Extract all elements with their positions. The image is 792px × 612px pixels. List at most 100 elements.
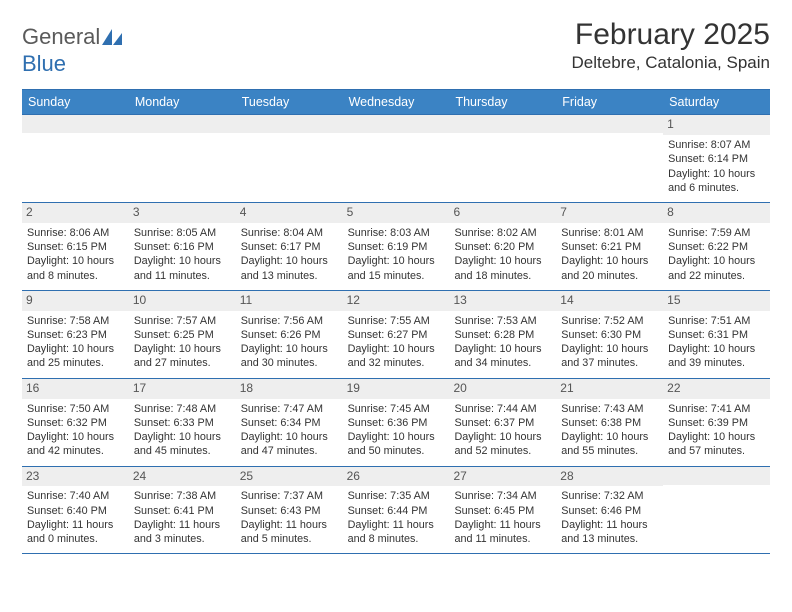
day-cell: 28Sunrise: 7:32 AMSunset: 6:46 PMDayligh… [556, 467, 663, 554]
date-number: 11 [236, 291, 343, 311]
date-number: 21 [556, 379, 663, 399]
day-cell [129, 115, 236, 202]
day-cell [22, 115, 129, 202]
daylight-text: Daylight: 10 hours and 8 minutes. [27, 254, 124, 283]
sunset-text: Sunset: 6:26 PM [241, 328, 338, 342]
daylight-text: Daylight: 11 hours and 8 minutes. [348, 518, 445, 547]
logo: General Blue [22, 18, 124, 77]
daylight-text: Daylight: 10 hours and 47 minutes. [241, 430, 338, 459]
date-number: 3 [129, 203, 236, 223]
sunrise-text: Sunrise: 8:01 AM [561, 226, 658, 240]
day-cell: 7Sunrise: 8:01 AMSunset: 6:21 PMDaylight… [556, 203, 663, 290]
sunset-text: Sunset: 6:28 PM [454, 328, 551, 342]
sunset-text: Sunset: 6:36 PM [348, 416, 445, 430]
sunset-text: Sunset: 6:34 PM [241, 416, 338, 430]
day-cell: 9Sunrise: 7:58 AMSunset: 6:23 PMDaylight… [22, 291, 129, 378]
sunset-text: Sunset: 6:38 PM [561, 416, 658, 430]
day-cell: 25Sunrise: 7:37 AMSunset: 6:43 PMDayligh… [236, 467, 343, 554]
date-number: 14 [556, 291, 663, 311]
day-cell: 6Sunrise: 8:02 AMSunset: 6:20 PMDaylight… [449, 203, 556, 290]
sunset-text: Sunset: 6:27 PM [348, 328, 445, 342]
daylight-text: Daylight: 10 hours and 52 minutes. [454, 430, 551, 459]
sunrise-text: Sunrise: 7:55 AM [348, 314, 445, 328]
date-number: 27 [449, 467, 556, 487]
day-cell: 21Sunrise: 7:43 AMSunset: 6:38 PMDayligh… [556, 379, 663, 466]
date-number: 24 [129, 467, 236, 487]
daylight-text: Daylight: 10 hours and 45 minutes. [134, 430, 231, 459]
sunset-text: Sunset: 6:14 PM [668, 152, 765, 166]
day-cell: 19 Sunrise: 7:45 AMSunset: 6:36 PMDayligh… [343, 379, 450, 466]
sunrise-text: Sunrise: 7:45 AM [348, 402, 445, 416]
date-number: 16 [22, 379, 129, 399]
sunrise-text: Sunrise: 7:53 AM [454, 314, 551, 328]
date-number [129, 115, 236, 133]
sunrise-text: Sunrise: 8:03 AM [348, 226, 445, 240]
daylight-text: Daylight: 10 hours and 30 minutes. [241, 342, 338, 371]
sunrise-text: Sunrise: 7:35 AM [348, 489, 445, 503]
sunset-text: Sunset: 6:20 PM [454, 240, 551, 254]
daylight-text: Daylight: 10 hours and 18 minutes. [454, 254, 551, 283]
day-cell: 17Sunrise: 7:48 AMSunset: 6:33 PMDayligh… [129, 379, 236, 466]
daylight-text: Daylight: 11 hours and 0 minutes. [27, 518, 124, 547]
sunrise-text: Sunrise: 7:57 AM [134, 314, 231, 328]
day-cell: 1Sunrise: 8:07 AMSunset: 6:14 PMDaylight… [663, 115, 770, 202]
daylight-text: Daylight: 10 hours and 39 minutes. [668, 342, 765, 371]
week-row: 23Sunrise: 7:40 AMSunset: 6:40 PMDayligh… [22, 466, 770, 555]
sunset-text: Sunset: 6:33 PM [134, 416, 231, 430]
daylight-text: Daylight: 11 hours and 11 minutes. [454, 518, 551, 547]
week-row: 16Sunrise: 7:50 AMSunset: 6:32 PMDayligh… [22, 378, 770, 466]
daylight-text: Daylight: 10 hours and 55 minutes. [561, 430, 658, 459]
daylight-text: Daylight: 11 hours and 5 minutes. [241, 518, 338, 547]
sunset-text: Sunset: 6:45 PM [454, 504, 551, 518]
logo-text: General Blue [22, 24, 124, 77]
date-number: 2 [22, 203, 129, 223]
day-cell: 26Sunrise: 7:35 AMSunset: 6:44 PMDayligh… [343, 467, 450, 554]
date-number: 5 [343, 203, 450, 223]
date-number: 20 [449, 379, 556, 399]
date-number [343, 115, 450, 133]
date-number: 19 [343, 379, 450, 399]
sunset-text: Sunset: 6:40 PM [27, 504, 124, 518]
date-number: 1 [663, 115, 770, 135]
daylight-text: Daylight: 10 hours and 50 minutes. [348, 430, 445, 459]
date-number: 15 [663, 291, 770, 311]
date-number [449, 115, 556, 133]
calendar-grid: Sunday Monday Tuesday Wednesday Thursday… [22, 89, 770, 554]
sunset-text: Sunset: 6:21 PM [561, 240, 658, 254]
daylight-text: Daylight: 10 hours and 32 minutes. [348, 342, 445, 371]
sunrise-text: Sunrise: 7:51 AM [668, 314, 765, 328]
daylight-text: Daylight: 10 hours and 34 minutes. [454, 342, 551, 371]
date-number: 7 [556, 203, 663, 223]
day-cell [556, 115, 663, 202]
sunrise-text: Sunrise: 7:37 AM [241, 489, 338, 503]
dayhead-mon: Monday [129, 90, 236, 114]
day-cell: 22Sunrise: 7:41 AMSunset: 6:39 PMDayligh… [663, 379, 770, 466]
logo-sail-icon [102, 25, 124, 51]
sunset-text: Sunset: 6:37 PM [454, 416, 551, 430]
day-cell: 11Sunrise: 7:56 AMSunset: 6:26 PMDayligh… [236, 291, 343, 378]
date-number: 28 [556, 467, 663, 487]
date-number: 12 [343, 291, 450, 311]
daylight-text: Daylight: 10 hours and 6 minutes. [668, 167, 765, 196]
date-number [663, 467, 770, 485]
dayhead-fri: Friday [556, 90, 663, 114]
logo-word1: General [22, 24, 100, 49]
daylight-text: Daylight: 10 hours and 13 minutes. [241, 254, 338, 283]
sunset-text: Sunset: 6:39 PM [668, 416, 765, 430]
daylight-text: Daylight: 10 hours and 11 minutes. [134, 254, 231, 283]
sunset-text: Sunset: 6:25 PM [134, 328, 231, 342]
date-number: 17 [129, 379, 236, 399]
daylight-text: Daylight: 10 hours and 42 minutes. [27, 430, 124, 459]
sunset-text: Sunset: 6:30 PM [561, 328, 658, 342]
location-text: Deltebre, Catalonia, Spain [572, 53, 770, 73]
date-number: 25 [236, 467, 343, 487]
date-number: 9 [22, 291, 129, 311]
daylight-text: Daylight: 10 hours and 27 minutes. [134, 342, 231, 371]
dayhead-wed: Wednesday [343, 90, 450, 114]
sunset-text: Sunset: 6:19 PM [348, 240, 445, 254]
day-cell: 15Sunrise: 7:51 AMSunset: 6:31 PMDayligh… [663, 291, 770, 378]
sunrise-text: Sunrise: 7:41 AM [668, 402, 765, 416]
sunset-text: Sunset: 6:22 PM [668, 240, 765, 254]
week-row: 1Sunrise: 8:07 AMSunset: 6:14 PMDaylight… [22, 114, 770, 202]
dayhead-tue: Tuesday [236, 90, 343, 114]
